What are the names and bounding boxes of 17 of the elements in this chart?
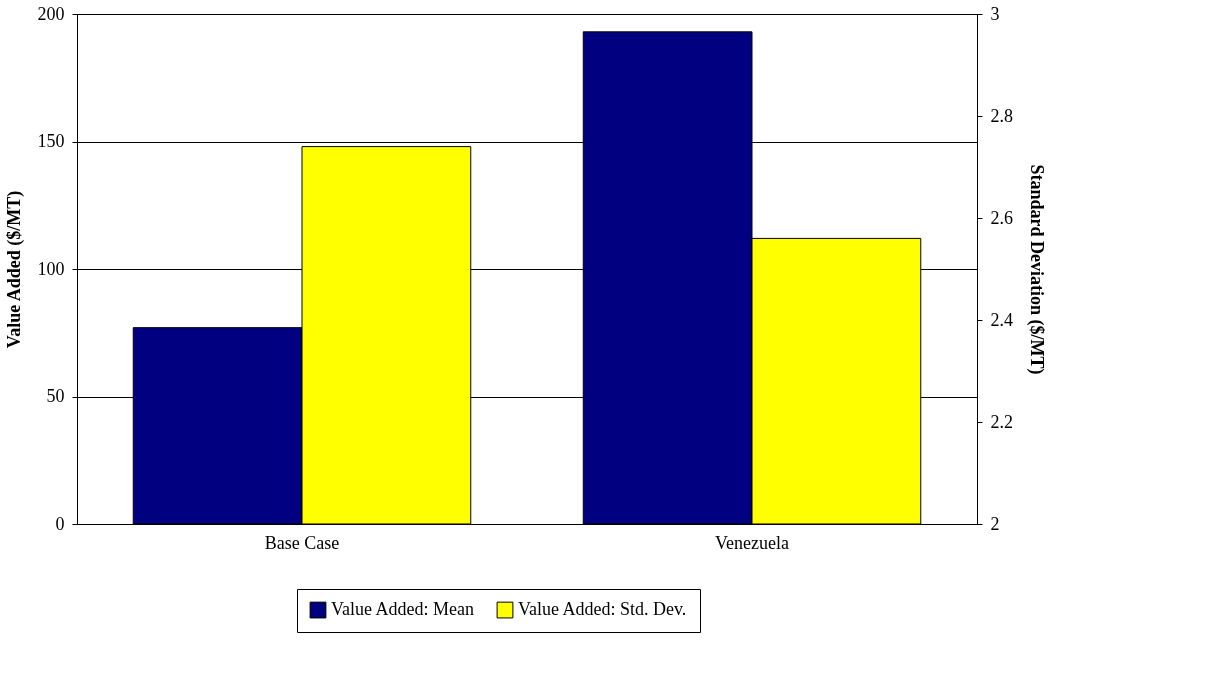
y-tick-label: 50 [46,386,65,406]
y-tick-label: 0 [55,513,65,534]
y2-tick-label: 3 [990,3,1000,24]
y-tick-label: 200 [37,3,65,24]
y2-tick-label: 2.8 [990,105,1013,126]
x-tick-label: Base Case [264,532,340,553]
x-tick-label: Venezuela [715,532,789,553]
y-axis-title: Value Added ($/MT) [3,190,25,349]
y-tick-label: 100 [37,258,65,279]
y2-axis-title: Standard Deviation ($/MT) [1026,164,1047,375]
legend-label: Value Added: Mean [331,599,474,620]
y-tick-label: 150 [37,131,65,151]
y2-tick-label: 2 [990,513,1000,534]
y2-tick-label: 2.4 [990,309,1013,330]
y2-tick-label: 2.6 [990,207,1013,228]
legend-label: Value Added: Std. Dev. [518,599,687,620]
y2-tick-label: 2.2 [990,411,1013,432]
